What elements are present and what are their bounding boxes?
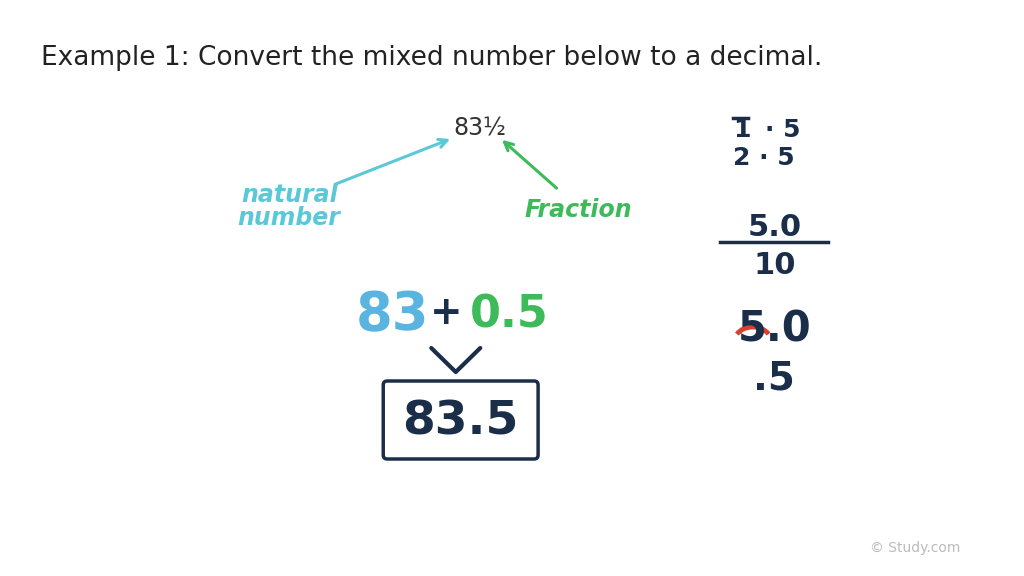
Text: .5: .5 [754,359,796,397]
Text: © Study.com: © Study.com [870,541,961,555]
Text: · 5: · 5 [765,118,800,142]
Text: 83.5: 83.5 [402,400,519,445]
Text: Example 1: Convert the mixed number below to a decimal.: Example 1: Convert the mixed number belo… [41,45,822,71]
Text: 10: 10 [753,252,796,281]
Text: 2 · 5: 2 · 5 [733,146,795,170]
Text: 1: 1 [733,118,751,142]
Text: +: + [430,294,462,332]
Text: 5.0: 5.0 [748,214,802,242]
Text: 5.0: 5.0 [737,309,811,351]
Text: Fraction: Fraction [524,198,632,222]
Text: number: number [238,206,341,230]
Text: natural: natural [241,183,338,207]
Text: 83: 83 [355,289,429,341]
Text: 83½: 83½ [454,116,507,140]
Text: 0.5: 0.5 [470,294,549,336]
